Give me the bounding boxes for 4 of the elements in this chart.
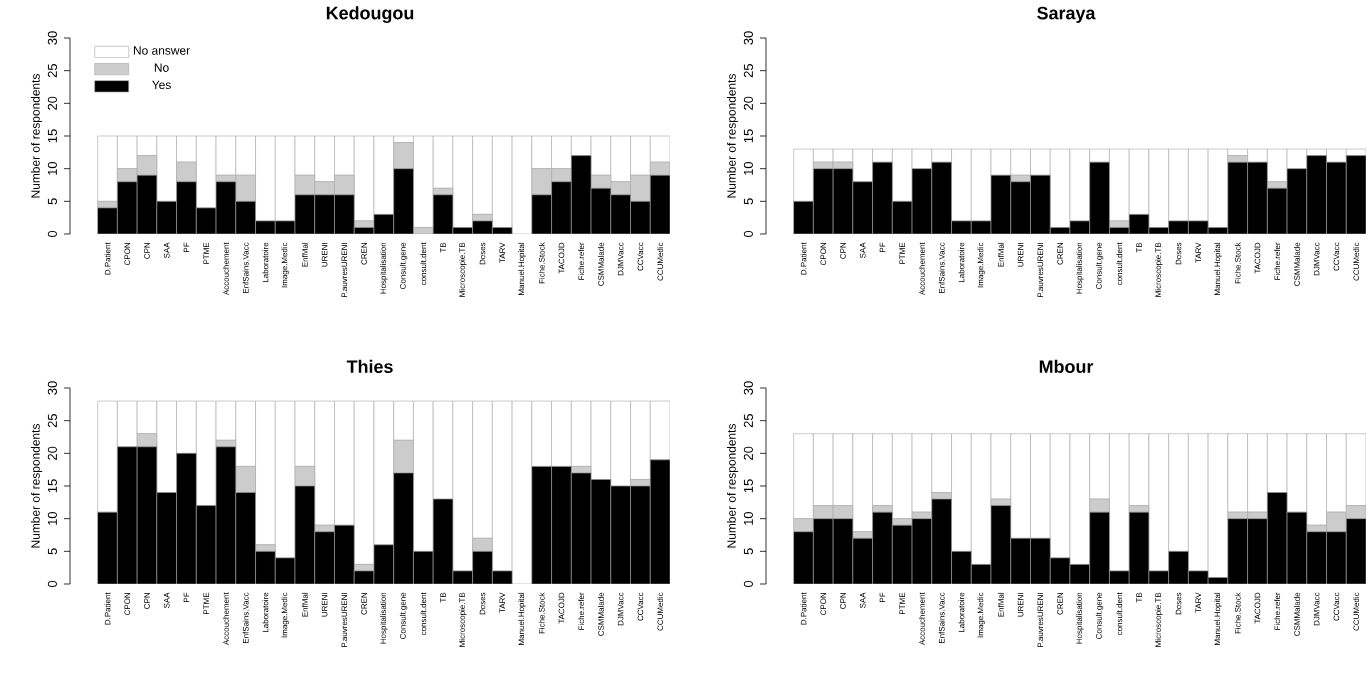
chart-title: Saraya: [1037, 6, 1096, 23]
chart-title: Kedougou: [326, 6, 414, 24]
chart-title: Mbour: [1039, 359, 1094, 374]
chart-title: Thies: [346, 359, 393, 374]
